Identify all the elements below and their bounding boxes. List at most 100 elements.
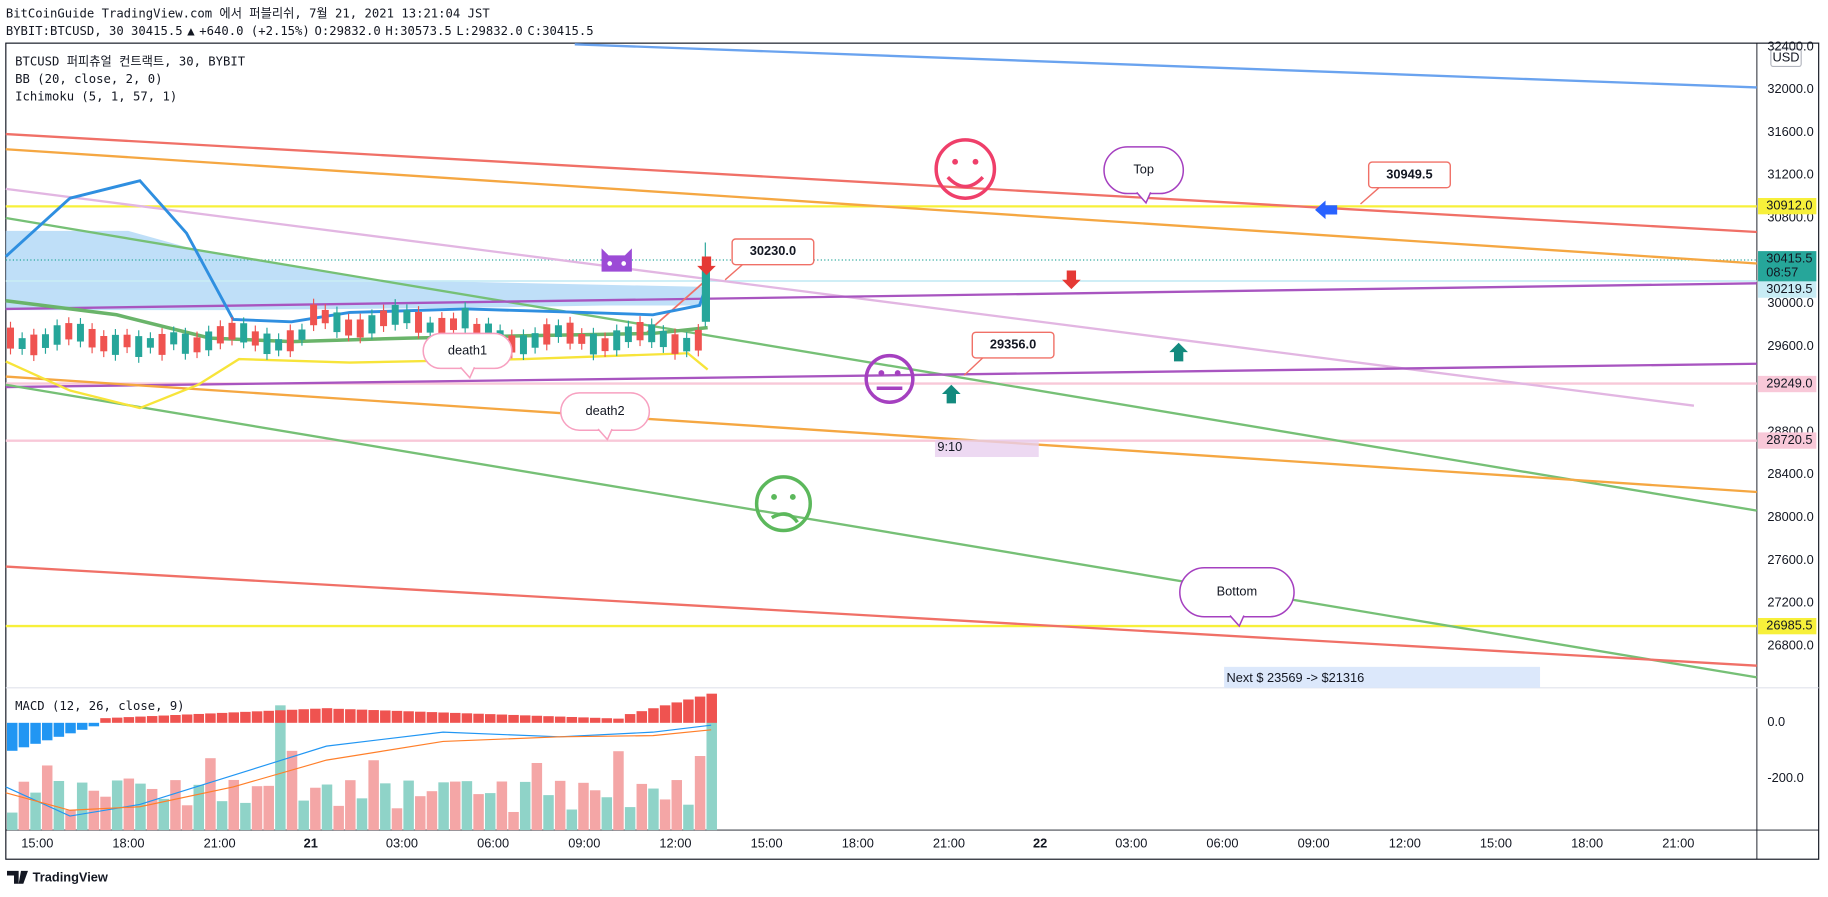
macd-bar <box>519 715 531 723</box>
volume-bar <box>368 760 379 831</box>
callout-box <box>1367 161 1451 189</box>
chart-frame <box>5 42 1820 860</box>
macd-bar <box>508 714 519 723</box>
time-axis-label: 22 <box>1033 835 1047 850</box>
candle-body <box>181 333 189 354</box>
price-axis-label: 32400.0 <box>1767 38 1813 53</box>
macd-bar <box>275 710 286 723</box>
volume-bar <box>263 785 274 831</box>
range-label: 9:10 <box>937 439 962 454</box>
emoji <box>864 353 915 404</box>
trend-line <box>5 216 1758 512</box>
price-tag-label: 29249.0 <box>1766 375 1812 390</box>
time-axis-label: 18:00 <box>112 835 144 850</box>
candle-body <box>88 328 96 348</box>
volume-bar <box>65 810 76 831</box>
volume-bar <box>659 799 671 831</box>
macd-bar <box>601 718 613 723</box>
macd-bar <box>659 705 671 723</box>
bb-line <box>5 352 709 410</box>
candle-body <box>426 322 434 333</box>
volume-bar <box>554 780 566 831</box>
macd-bar <box>706 693 717 723</box>
volume-bar <box>496 781 508 831</box>
volume-bar <box>380 783 391 831</box>
volume-bar <box>566 809 578 831</box>
price-axis-label: 32000.0 <box>1767 81 1813 96</box>
candle-body <box>111 334 119 355</box>
emoji-eye <box>894 370 901 376</box>
volume-bar <box>578 782 589 831</box>
currency-label: USD <box>1772 50 1799 65</box>
volume-bar <box>76 782 88 831</box>
volume-bar <box>193 784 205 831</box>
signal-line <box>5 729 712 811</box>
candle-body <box>508 335 516 353</box>
volume-bar <box>508 811 519 831</box>
signal-arrow <box>1169 342 1188 362</box>
candle-body <box>671 334 679 354</box>
macd-bar <box>30 722 41 744</box>
price-axis-label: 26800.0 <box>1767 637 1813 652</box>
time-axis-label: 06:00 <box>477 835 509 850</box>
conversion-line <box>4 179 708 324</box>
macd-bar <box>380 710 391 723</box>
candle-body <box>450 318 457 331</box>
candle-body <box>380 310 388 327</box>
trend-line <box>5 565 1757 667</box>
candle-body <box>170 332 178 345</box>
signal-arrow <box>941 384 961 404</box>
macd-bar <box>216 712 228 723</box>
macd-bar <box>589 717 601 723</box>
volume-bar <box>543 795 554 831</box>
macd-bar <box>240 711 251 723</box>
volume-bar <box>100 796 111 831</box>
candle-body <box>100 336 108 352</box>
candle-body <box>554 325 562 338</box>
price-tag-label: 30912.0 <box>1766 198 1812 213</box>
candle-body <box>694 329 702 351</box>
time-axis-label: 15:00 <box>1480 835 1512 850</box>
volume-bar <box>30 792 41 831</box>
emoji-eye <box>621 261 627 266</box>
macd-bar <box>146 716 158 723</box>
candle-body <box>613 330 621 351</box>
candle-body <box>624 326 632 343</box>
volume-bar <box>170 780 181 831</box>
price-axis-label: 29600.0 <box>1767 338 1813 353</box>
volume-bar <box>450 781 461 831</box>
macd-bar <box>636 711 648 723</box>
volume-bar <box>683 804 694 831</box>
volume-bar <box>391 808 403 831</box>
candle-body <box>123 334 131 348</box>
candle-body <box>228 322 236 340</box>
volume-bar <box>694 756 706 831</box>
header-quote: +640.0 (+2.15%) <box>199 24 310 38</box>
macd-bar <box>41 722 53 741</box>
macd-bar <box>135 716 146 723</box>
header-quote: 30415.5 <box>542 24 594 38</box>
price-tag-label: 30219.5 <box>1766 281 1812 296</box>
price-axis-label: 31600.0 <box>1767 124 1813 139</box>
candle-body <box>275 339 283 351</box>
macd-bar <box>356 709 368 723</box>
price-tag <box>1758 432 1817 449</box>
macd-bar <box>554 716 566 723</box>
price-tag-label: 26985.5 <box>1766 618 1812 633</box>
candle-body <box>601 338 609 352</box>
macd-bar <box>683 699 694 723</box>
macd-bar <box>298 709 309 723</box>
macd-bar <box>310 708 321 723</box>
footer-brand: TradingView <box>33 869 108 884</box>
time-axis-label: 18:00 <box>1571 835 1603 850</box>
macd-bar <box>391 710 403 723</box>
macd-bar <box>426 712 438 723</box>
note-box <box>1224 666 1541 688</box>
emoji-eye <box>878 370 885 376</box>
macd-bar <box>6 722 18 751</box>
emoji-mouth <box>946 175 985 189</box>
volume-bar <box>624 807 636 831</box>
volume-bar <box>356 798 368 831</box>
price-axis-label: 30000.0 <box>1767 295 1813 310</box>
